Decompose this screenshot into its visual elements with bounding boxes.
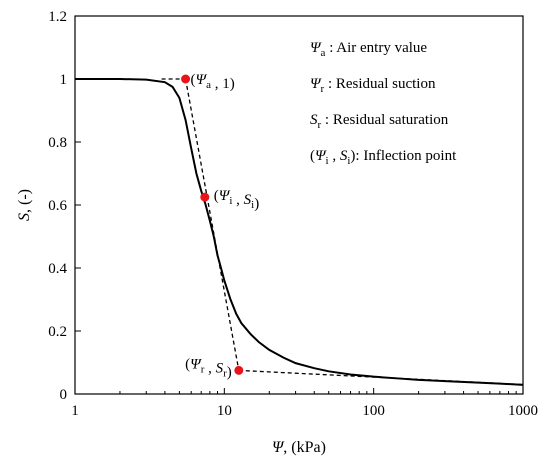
plot-frame bbox=[74, 15, 524, 395]
air-entry-point bbox=[181, 74, 191, 84]
y-tick-label: 0.2 bbox=[48, 324, 67, 340]
y-tick-label: 0.4 bbox=[48, 261, 67, 277]
y-tick-label: 1 bbox=[60, 72, 68, 88]
y-tick-label: 1.2 bbox=[48, 9, 67, 25]
air-entry-label: (Ψa , 1) bbox=[191, 72, 235, 92]
retention-curve bbox=[75, 78, 524, 386]
y-tick-label: 0 bbox=[60, 387, 68, 403]
tangent-line bbox=[184, 78, 240, 371]
legend-item: (Ψi , Si): Inflection point bbox=[310, 148, 457, 167]
legend-item: Sr : Residual saturation bbox=[310, 112, 449, 131]
key-points bbox=[181, 74, 244, 375]
x-tick-label: 1000 bbox=[508, 403, 538, 419]
x-tick-label: 10 bbox=[217, 403, 232, 419]
x-axis-label: Ψ, (kPa) bbox=[272, 439, 326, 456]
x-tick-label: 1 bbox=[71, 403, 79, 419]
residual-point bbox=[234, 365, 244, 375]
tick-labels: 1 10 100 1000 0 0.2 0.4 0.6 0.8 1 1.2 bbox=[48, 9, 538, 419]
inflection-point bbox=[200, 192, 210, 202]
point-annotations: (Ψa , 1) (Ψi , Si) (Ψr , Sr) bbox=[185, 72, 259, 380]
legend-item: Ψr : Residual suction bbox=[310, 76, 436, 95]
residual-label: (Ψr , Sr) bbox=[185, 356, 232, 380]
x-tick-label: 100 bbox=[362, 403, 385, 419]
legend-item: Ψa : Air entry value bbox=[310, 40, 427, 59]
y-axis-label: S, (-) bbox=[16, 189, 33, 221]
y-tick-label: 0.6 bbox=[48, 198, 67, 214]
axis-ticks bbox=[74, 15, 524, 395]
inflection-label: (Ψi , Si) bbox=[214, 188, 259, 212]
legend: Ψa : Air entry value Ψr : Residual suctio… bbox=[310, 40, 457, 167]
y-tick-label: 0.8 bbox=[48, 135, 67, 151]
